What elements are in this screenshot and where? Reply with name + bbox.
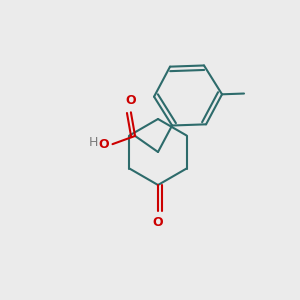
Text: H: H xyxy=(89,136,98,148)
Text: O: O xyxy=(153,216,163,229)
Text: O: O xyxy=(126,94,136,107)
Text: O: O xyxy=(98,138,109,151)
